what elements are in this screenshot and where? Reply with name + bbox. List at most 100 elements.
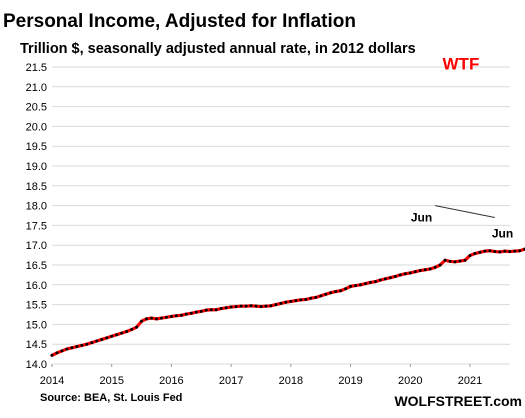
data-point bbox=[249, 304, 253, 308]
data-point bbox=[334, 290, 338, 294]
data-point bbox=[199, 309, 203, 313]
data-point bbox=[224, 306, 228, 310]
data-point bbox=[314, 295, 318, 299]
y-tick-label: 21.0 bbox=[26, 82, 47, 94]
data-point bbox=[229, 305, 233, 309]
data-point bbox=[329, 291, 333, 295]
data-point bbox=[443, 258, 447, 262]
data-point bbox=[518, 249, 522, 253]
data-point bbox=[184, 312, 188, 316]
x-tick-label: 2021 bbox=[458, 375, 482, 387]
data-point bbox=[189, 311, 193, 315]
data-point bbox=[468, 253, 472, 257]
data-point bbox=[204, 308, 208, 312]
data-point bbox=[388, 276, 392, 280]
data-point bbox=[339, 289, 343, 293]
data-point bbox=[513, 249, 517, 253]
x-tick-label: 2014 bbox=[40, 375, 64, 387]
data-point bbox=[378, 278, 382, 282]
data-point bbox=[70, 346, 74, 350]
x-tick-label: 2015 bbox=[99, 375, 123, 387]
data-point bbox=[194, 310, 198, 314]
data-point bbox=[483, 249, 487, 253]
data-point bbox=[294, 299, 298, 303]
data-point bbox=[493, 250, 497, 254]
data-point bbox=[398, 273, 402, 277]
data-point bbox=[458, 259, 462, 263]
trend-line-group bbox=[435, 205, 495, 218]
data-point bbox=[179, 313, 183, 317]
brand-label: WOLFSTREET.com bbox=[394, 393, 522, 409]
data-point bbox=[473, 252, 477, 256]
data-point bbox=[130, 328, 134, 332]
data-point bbox=[169, 314, 173, 318]
data-point bbox=[309, 296, 313, 300]
chart-subtitle: Trillion $, seasonally adjusted annual r… bbox=[20, 41, 416, 57]
data-point bbox=[140, 319, 144, 323]
data-point bbox=[433, 265, 437, 269]
wtf-annotation: WTF bbox=[443, 55, 480, 74]
data-point bbox=[95, 339, 99, 343]
data-point bbox=[349, 284, 353, 288]
data-point bbox=[488, 249, 492, 253]
data-point bbox=[463, 258, 467, 262]
data-point bbox=[503, 249, 507, 253]
y-tick-label: 19.0 bbox=[26, 161, 47, 173]
data-point bbox=[274, 303, 278, 307]
y-tick-label: 15.0 bbox=[26, 319, 47, 331]
data-point bbox=[80, 343, 84, 347]
data-point bbox=[50, 353, 54, 357]
annotations: WTF Jun Jun bbox=[411, 55, 513, 241]
data-point bbox=[90, 341, 94, 345]
data-point bbox=[110, 334, 114, 338]
series-line bbox=[50, 247, 525, 357]
data-point bbox=[115, 333, 119, 337]
data-point bbox=[209, 308, 213, 312]
data-point bbox=[423, 268, 427, 272]
data-point bbox=[85, 342, 89, 346]
x-tick-label: 2020 bbox=[398, 375, 422, 387]
source-note: Source: BEA, St. Louis Fed bbox=[40, 392, 182, 404]
data-point bbox=[120, 331, 124, 335]
data-point bbox=[344, 287, 348, 291]
data-point bbox=[234, 305, 238, 309]
data-point bbox=[363, 282, 367, 286]
data-point bbox=[428, 267, 432, 271]
data-point bbox=[299, 298, 303, 302]
y-tick-label: 16.5 bbox=[26, 260, 47, 272]
data-point bbox=[164, 315, 168, 319]
y-tick-label: 16.0 bbox=[26, 280, 47, 292]
x-tick-label: 2019 bbox=[338, 375, 362, 387]
data-point bbox=[239, 304, 243, 308]
data-point bbox=[418, 269, 422, 273]
data-point bbox=[498, 250, 502, 254]
data-point bbox=[319, 294, 323, 298]
data-point bbox=[304, 297, 308, 301]
data-point bbox=[219, 307, 223, 311]
data-point bbox=[269, 304, 273, 308]
data-point bbox=[289, 299, 293, 303]
grid-lines bbox=[52, 66, 510, 365]
data-point bbox=[60, 349, 64, 353]
data-point bbox=[453, 260, 457, 264]
y-axis: 14.0 14.5 15.0 15.5 16.0 16.5 17.0 17.5 18.0 18.5… bbox=[26, 62, 47, 371]
data-point bbox=[279, 301, 283, 305]
data-point bbox=[254, 304, 258, 308]
x-tick-label: 2018 bbox=[279, 375, 303, 387]
data-point bbox=[55, 351, 59, 355]
x-axis: 2014 2015 2016 2017 2018 2019 2020 2021 bbox=[40, 364, 482, 387]
y-tick-label: 14.0 bbox=[26, 359, 47, 371]
data-point bbox=[135, 325, 139, 329]
data-point bbox=[284, 300, 288, 304]
data-point bbox=[448, 259, 452, 263]
data-point bbox=[105, 336, 109, 340]
data-point bbox=[150, 316, 154, 320]
data-point bbox=[65, 347, 69, 351]
data-point bbox=[438, 263, 442, 267]
y-tick-label: 18.0 bbox=[26, 201, 47, 213]
y-tick-label: 17.0 bbox=[26, 240, 47, 252]
data-point bbox=[373, 280, 377, 284]
data-point bbox=[359, 283, 363, 287]
y-tick-label: 15.5 bbox=[26, 300, 47, 312]
